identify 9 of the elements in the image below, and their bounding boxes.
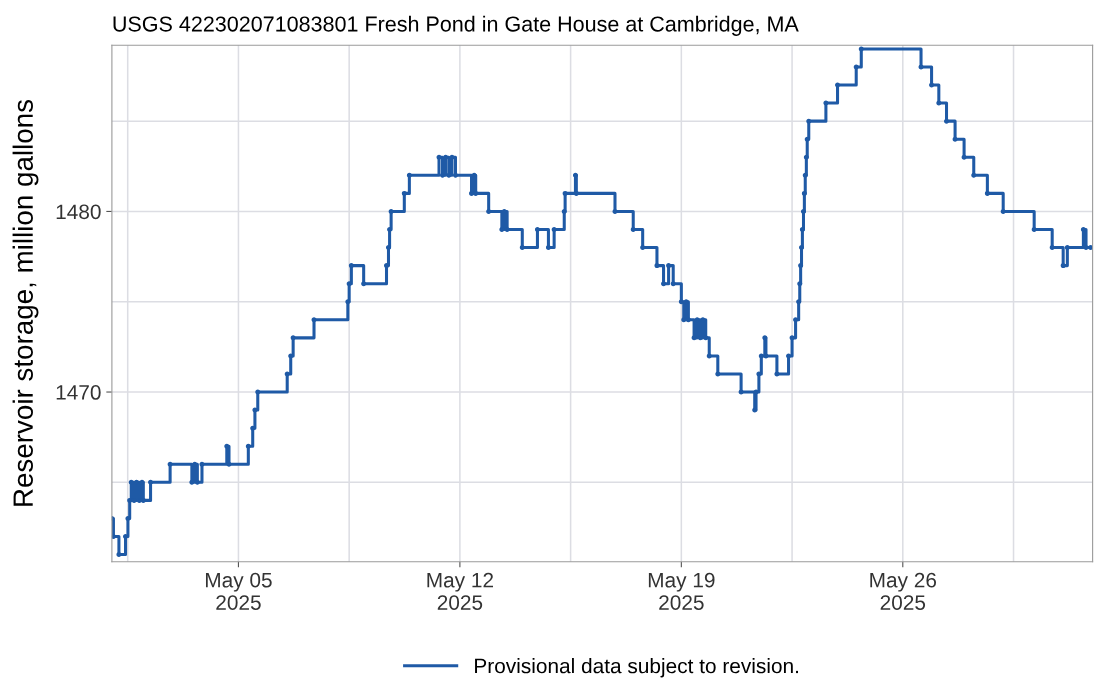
chart-title: USGS 422302071083801 Fresh Pond in Gate House at Cambridge, MA (113, 15, 799, 36)
y-tick-label: 1470 (56, 385, 101, 400)
x-tick-label: May 19 2025 (648, 572, 715, 610)
x-tick-label: May 12 2025 (427, 572, 494, 610)
x-tick-label: May 05 2025 (205, 572, 272, 610)
legend-label: Provisional data subject to revision. (475, 658, 799, 678)
y-tick-label: 1480 (56, 204, 101, 220)
x-tick-label: May 26 2025 (870, 572, 937, 610)
y-axis-title: Reservoir storage, million gallons (12, 99, 39, 506)
